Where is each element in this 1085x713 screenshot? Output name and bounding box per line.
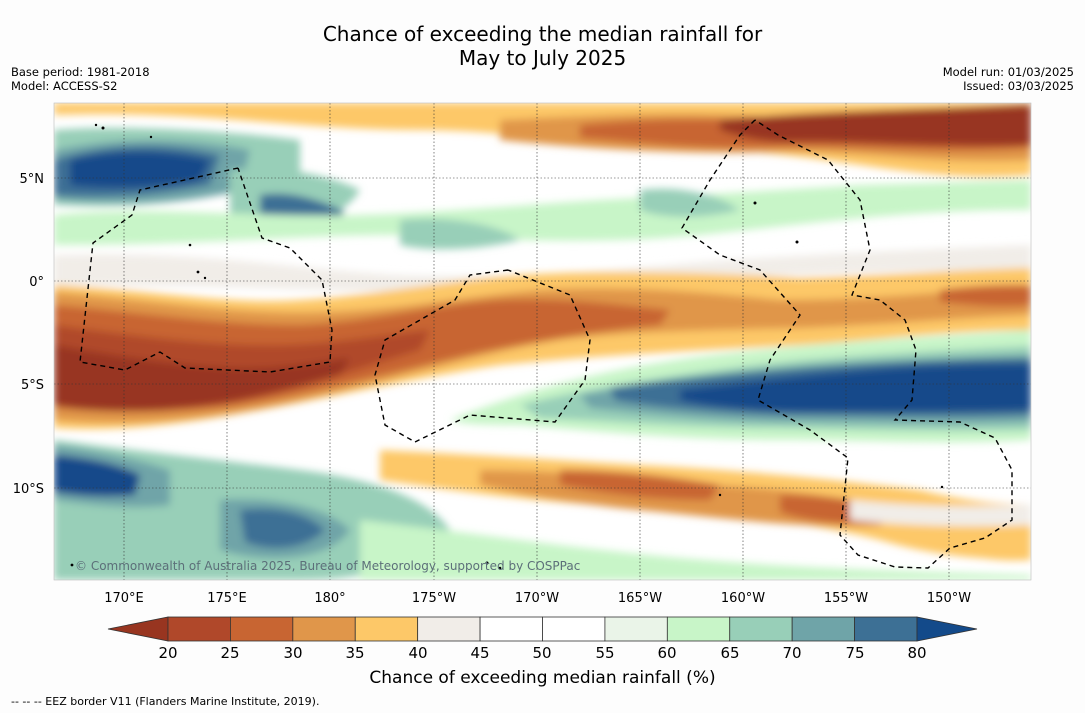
colorbar-cell <box>791 616 855 642</box>
colorbar-cell <box>354 616 419 642</box>
lat-label: 5°S <box>21 378 44 393</box>
lon-label: 150°W <box>927 591 971 606</box>
lat-axis: 5°N 0° 5°S 10°S <box>13 172 44 497</box>
model-run: Model run: 01/03/2025 <box>942 65 1074 79</box>
model-name: Model: ACCESS-S2 <box>11 79 118 93</box>
colorbar-cells <box>167 616 918 642</box>
colorbar-title: Chance of exceeding median rainfall (%) <box>369 668 716 688</box>
colorbar-cell <box>729 616 793 642</box>
lon-axis: 170°E 175°E 180° 175°W 170°W 165°W 160°W… <box>104 591 971 606</box>
islands <box>70 123 944 570</box>
graticule <box>54 103 1031 580</box>
colorbar-tick: 25 <box>220 644 239 662</box>
copyright-notice: © Commonwealth of Australia 2025, Bureau… <box>75 559 581 573</box>
lon-label: 160°W <box>721 591 765 606</box>
colorbar-cell <box>604 616 668 642</box>
colorbar: 20 25 30 35 40 45 50 55 60 65 70 75 80 <box>107 616 978 662</box>
colorbar-tick: 30 <box>283 644 302 662</box>
colorbar-tick: 80 <box>907 644 926 662</box>
eez-legend-note: -- -- -- EEZ border V11 (Flanders Marine… <box>11 695 320 708</box>
colorbar-extend-low <box>107 616 169 642</box>
colorbar-extend-high <box>916 616 978 642</box>
colorbar-tick: 40 <box>408 644 427 662</box>
eez-borders <box>79 119 1013 569</box>
colorbar-tick: 55 <box>595 644 614 662</box>
issued-date: Issued: 03/03/2025 <box>963 79 1074 93</box>
colorbar-cell <box>666 616 731 642</box>
lat-label: 0° <box>29 275 44 290</box>
colorbar-tick: 45 <box>470 644 489 662</box>
lon-label: 175°E <box>207 591 247 606</box>
colorbar-cell <box>417 616 481 642</box>
lon-label: 155°W <box>824 591 868 606</box>
colorbar-cell <box>167 616 231 642</box>
title-line-1: Chance of exceeding the median rainfall … <box>322 22 763 46</box>
colorbar-tick: 75 <box>845 644 864 662</box>
colorbar-tick: 20 <box>158 644 177 662</box>
title-line-2: May to July 2025 <box>458 46 627 70</box>
colorbar-tick: 70 <box>782 644 801 662</box>
colorbar-cell <box>230 616 294 642</box>
lon-label: 165°W <box>618 591 662 606</box>
colorbar-ticks: 20 25 30 35 40 45 50 55 60 65 70 75 80 <box>158 644 926 662</box>
colorbar-tick: 50 <box>532 644 551 662</box>
colorbar-cell <box>292 616 356 642</box>
colorbar-tick: 35 <box>345 644 364 662</box>
colorbar-cell <box>479 616 543 642</box>
meta-left: Base period: 1981-2018 Model: ACCESS-S2 <box>11 65 150 93</box>
lat-label: 10°S <box>13 482 44 497</box>
colorbar-tick: 65 <box>720 644 739 662</box>
colorbar-tick: 60 <box>657 644 676 662</box>
base-period: Base period: 1981-2018 <box>11 65 150 79</box>
map-title: Chance of exceeding the median rainfall … <box>0 22 1085 70</box>
rainfall-field <box>54 103 1031 580</box>
meta-right: Model run: 01/03/2025 Issued: 03/03/2025 <box>943 65 1074 93</box>
colorbar-cell <box>854 616 918 642</box>
lon-label: 175°W <box>412 591 456 606</box>
lat-label: 5°N <box>20 172 45 187</box>
colorbar-cell <box>542 616 606 642</box>
lon-label: 170°W <box>515 591 559 606</box>
lon-label: 170°E <box>104 591 144 606</box>
lon-label: 180° <box>314 591 345 606</box>
